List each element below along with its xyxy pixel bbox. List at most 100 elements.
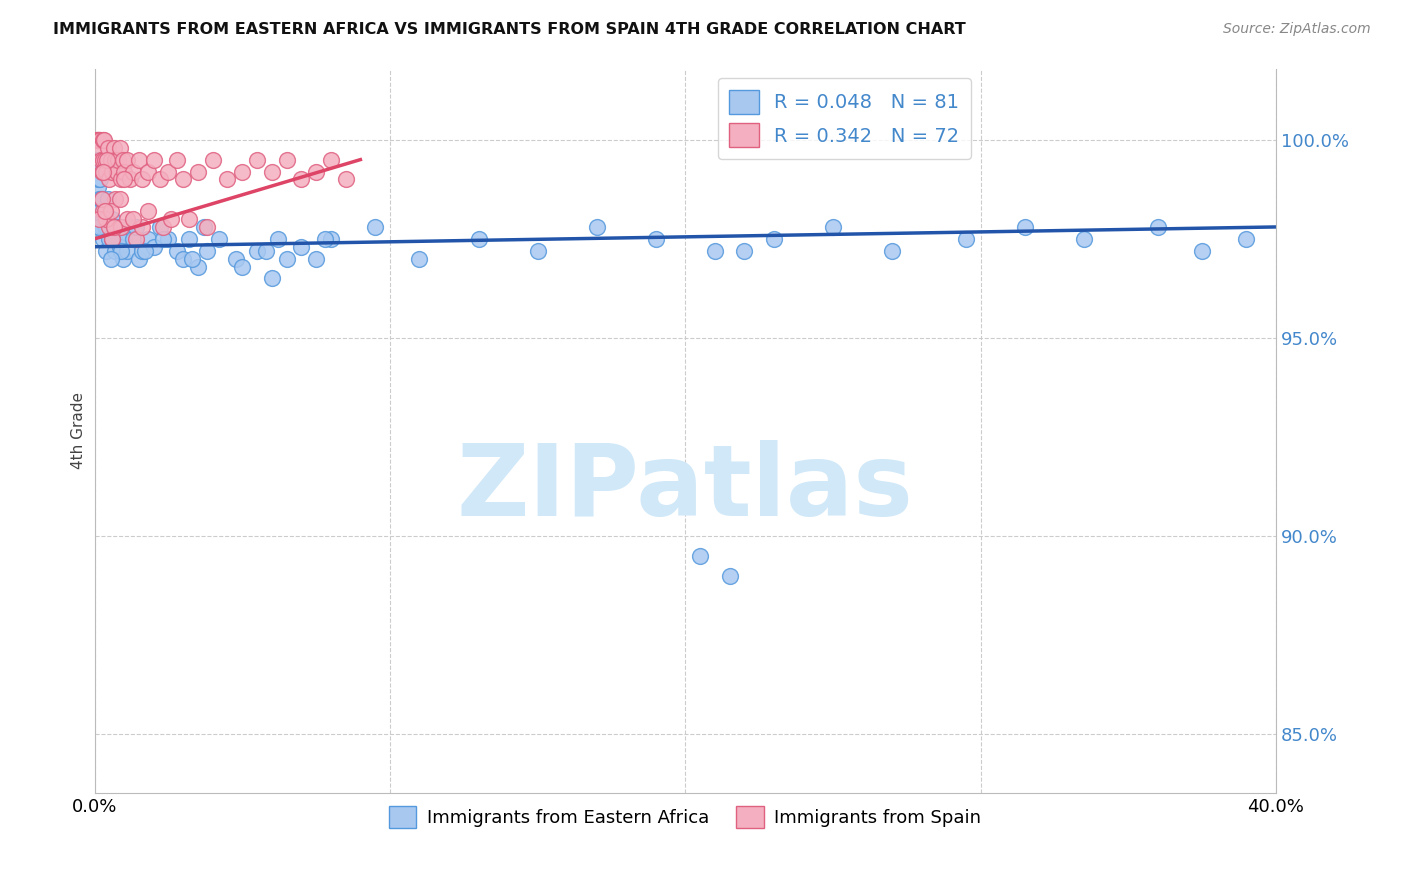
Point	[305, 164, 328, 178]
Point	[526, 244, 548, 258]
Point	[97, 141, 120, 155]
Point	[187, 164, 209, 178]
Point	[104, 244, 127, 258]
Point	[148, 219, 170, 234]
Point	[148, 172, 170, 186]
Point	[364, 219, 387, 234]
Point	[87, 219, 110, 234]
Point	[305, 252, 328, 266]
Point	[89, 204, 111, 219]
Point	[177, 232, 200, 246]
Point	[111, 252, 134, 266]
Point	[290, 172, 312, 186]
Point	[122, 232, 145, 246]
Point	[89, 141, 111, 155]
Point	[142, 240, 165, 254]
Text: IMMIGRANTS FROM EASTERN AFRICA VS IMMIGRANTS FROM SPAIN 4TH GRADE CORRELATION CH: IMMIGRANTS FROM EASTERN AFRICA VS IMMIGR…	[53, 22, 966, 37]
Point	[110, 172, 132, 186]
Point	[131, 172, 153, 186]
Text: Source: ZipAtlas.com: Source: ZipAtlas.com	[1223, 22, 1371, 37]
Point	[86, 133, 108, 147]
Point	[87, 192, 110, 206]
Point	[142, 153, 165, 167]
Point	[201, 153, 224, 167]
Point	[96, 164, 118, 178]
Point	[231, 164, 253, 178]
Point	[103, 232, 125, 246]
Point	[100, 219, 122, 234]
Point	[125, 219, 148, 234]
Point	[94, 153, 117, 167]
Point	[217, 172, 239, 186]
Point	[101, 232, 124, 246]
Point	[181, 252, 204, 266]
Point	[87, 212, 110, 227]
Point	[122, 212, 145, 227]
Point	[90, 153, 112, 167]
Point	[86, 164, 108, 178]
Point	[110, 219, 132, 234]
Point	[260, 271, 283, 285]
Point	[128, 252, 150, 266]
Point	[703, 244, 725, 258]
Point	[96, 212, 118, 227]
Point	[112, 172, 135, 186]
Point	[93, 232, 115, 246]
Point	[246, 153, 269, 167]
Point	[101, 232, 124, 246]
Point	[166, 244, 188, 258]
Point	[319, 232, 342, 246]
Point	[157, 232, 180, 246]
Point	[84, 153, 107, 167]
Point	[335, 172, 357, 186]
Point	[733, 244, 755, 258]
Point	[172, 252, 194, 266]
Point	[98, 172, 121, 186]
Legend: Immigrants from Eastern Africa, Immigrants from Spain: Immigrants from Eastern Africa, Immigran…	[382, 798, 988, 835]
Point	[90, 192, 112, 206]
Point	[115, 244, 138, 258]
Point	[160, 212, 183, 227]
Point	[98, 232, 121, 246]
Point	[87, 172, 110, 186]
Y-axis label: 4th Grade: 4th Grade	[72, 392, 86, 469]
Point	[152, 219, 174, 234]
Point	[89, 133, 111, 147]
Point	[103, 141, 125, 155]
Point	[100, 252, 122, 266]
Point	[1014, 219, 1036, 234]
Point	[108, 141, 131, 155]
Point	[195, 219, 218, 234]
Point	[467, 232, 489, 246]
Point	[276, 153, 298, 167]
Point	[260, 164, 283, 178]
Point	[195, 244, 218, 258]
Point	[93, 204, 115, 219]
Point	[108, 240, 131, 254]
Point	[314, 232, 336, 246]
Point	[166, 153, 188, 167]
Point	[136, 204, 159, 219]
Point	[134, 244, 156, 258]
Point	[104, 192, 127, 206]
Point	[290, 240, 312, 254]
Point	[86, 180, 108, 194]
Point	[105, 219, 128, 234]
Point	[644, 232, 666, 246]
Point	[91, 164, 114, 178]
Point	[1236, 232, 1258, 246]
Point	[110, 244, 132, 258]
Point	[93, 133, 115, 147]
Point	[118, 219, 141, 234]
Point	[96, 244, 118, 258]
Point	[955, 232, 977, 246]
Point	[880, 244, 903, 258]
Point	[193, 219, 215, 234]
Point	[1146, 219, 1168, 234]
Point	[177, 212, 200, 227]
Point	[100, 153, 122, 167]
Point	[93, 212, 115, 227]
Point	[231, 260, 253, 274]
Point	[128, 153, 150, 167]
Point	[103, 219, 125, 234]
